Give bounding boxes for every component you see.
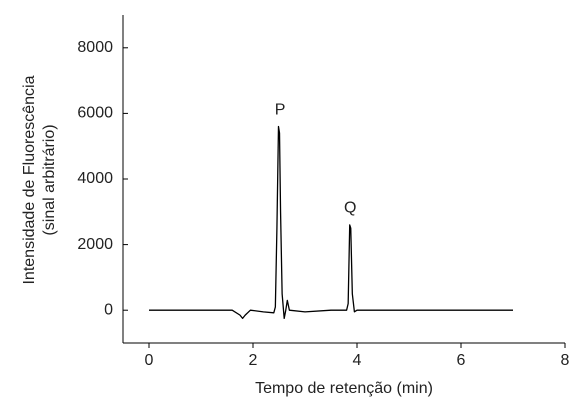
x-tick-label: 2 [249, 352, 258, 369]
y-tick-label: 0 [104, 301, 113, 318]
x-tick-label: 6 [457, 352, 466, 369]
y-tick-label: 6000 [77, 105, 113, 122]
y-tick-label: 8000 [77, 39, 113, 56]
annotation: P [275, 101, 286, 118]
series-line [149, 125, 513, 320]
x-tick-label: 8 [561, 352, 570, 369]
x-tick-label: 0 [145, 352, 154, 369]
y-axis-label: Intensidade de Fluorescência [21, 75, 38, 284]
x-tick-label: 4 [353, 352, 362, 369]
x-axis-label: Tempo de retenção (min) [255, 380, 433, 397]
y-tick-label: 4000 [77, 170, 113, 187]
y-axis-label: (sinal arbitrário) [41, 124, 58, 235]
y-tick-label: 2000 [77, 236, 113, 253]
annotation: Q [344, 200, 356, 217]
